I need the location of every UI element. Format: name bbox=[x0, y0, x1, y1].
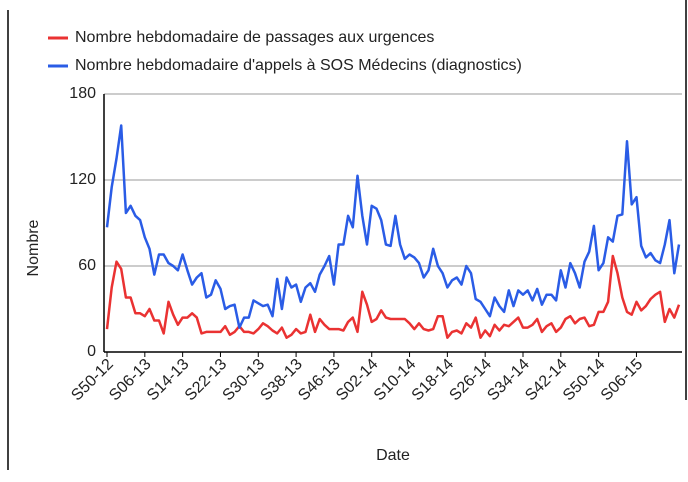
series-line bbox=[105, 254, 681, 339]
legend-label: Nombre hebdomadaire d'appels à SOS Médec… bbox=[75, 57, 522, 74]
y-tick-label: 120 bbox=[69, 171, 96, 188]
x-tick-label: S06-15 bbox=[598, 356, 647, 405]
y-tick-label: 180 bbox=[69, 85, 96, 102]
y-tick-label: 60 bbox=[78, 257, 96, 274]
legend-label: Nombre hebdomadaire de passages aux urge… bbox=[75, 29, 434, 46]
y-axis-label: Nombre bbox=[25, 219, 42, 276]
series-line bbox=[105, 124, 681, 329]
y-tick-label: 0 bbox=[87, 343, 96, 360]
x-axis-label: Date bbox=[376, 447, 410, 464]
